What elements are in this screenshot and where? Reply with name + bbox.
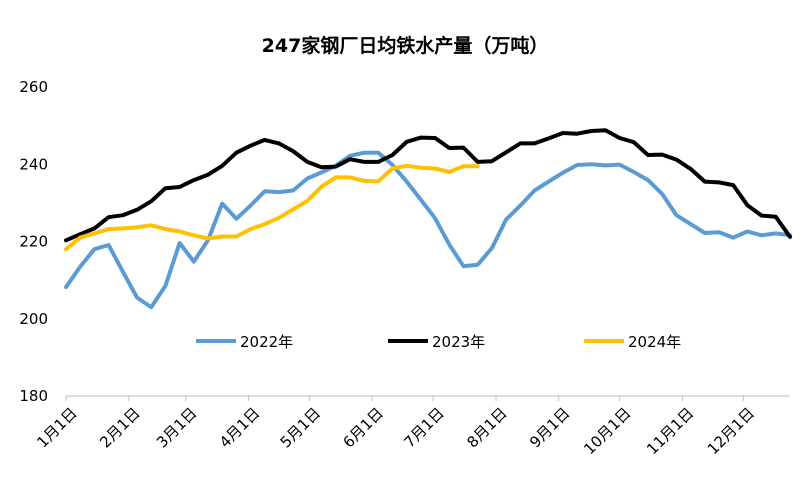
y-tick-label: 220 bbox=[19, 233, 48, 251]
legend-entry: 2023年 bbox=[432, 333, 485, 351]
series-line-2023年 bbox=[64, 128, 792, 243]
x-tick-label: 12月1日 bbox=[704, 404, 758, 458]
legend-entry: 2024年 bbox=[628, 333, 681, 351]
series-line-2024年 bbox=[64, 163, 480, 252]
x-tick-label: 10月1日 bbox=[580, 404, 634, 458]
y-tick-label: 260 bbox=[19, 78, 48, 96]
y-axis: 180 200 220 240 260 bbox=[19, 78, 48, 405]
series-line-2022年 bbox=[64, 150, 792, 310]
chart-title: 247家钢厂日均铁水产量（万吨） bbox=[262, 34, 549, 57]
x-tick-label: 4月1日 bbox=[216, 404, 263, 451]
legend: 2022年 2023年 2024年 bbox=[196, 333, 681, 351]
x-tick-label: 2月1日 bbox=[96, 404, 143, 451]
x-tick-label: 1月1日 bbox=[33, 404, 80, 451]
x-tick-label: 11月1日 bbox=[643, 404, 697, 458]
x-tick-label: 5月1日 bbox=[277, 404, 324, 451]
x-tick-label: 9月1日 bbox=[526, 404, 573, 451]
plot-area bbox=[64, 128, 792, 310]
x-axis: 1月1日 2月1日 3月1日 4月1日 5月1日 6月1日 7月1日 8月1日 9月1日 10月1… bbox=[33, 396, 758, 458]
y-tick-label: 180 bbox=[19, 387, 48, 405]
y-tick-label: 200 bbox=[19, 310, 48, 328]
x-tick-label: 3月1日 bbox=[153, 404, 200, 451]
x-tick-label: 6月1日 bbox=[340, 404, 387, 451]
x-tick-label: 8月1日 bbox=[463, 404, 510, 451]
x-tick-label: 7月1日 bbox=[400, 404, 447, 451]
legend-entry: 2022年 bbox=[240, 333, 293, 351]
y-tick-label: 240 bbox=[19, 155, 48, 173]
